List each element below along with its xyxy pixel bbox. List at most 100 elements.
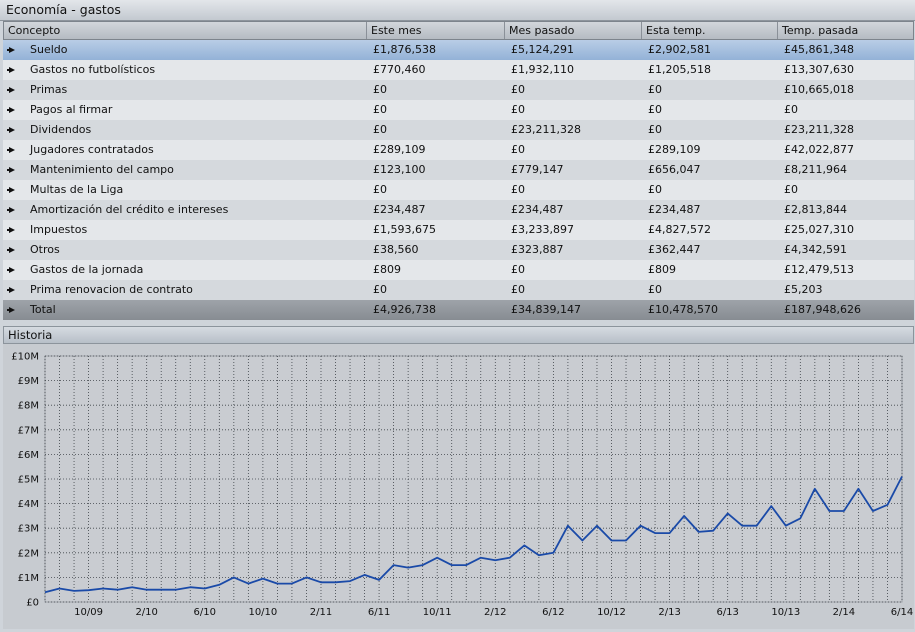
column-header-concepto[interactable]: Concepto (8, 24, 61, 37)
row-value: £12,479,513 (784, 263, 854, 276)
x-tick-label: 2/13 (658, 607, 680, 618)
row-value: £234,487 (648, 203, 701, 216)
row-value: £779,147 (511, 163, 564, 176)
row-value: £809 (373, 263, 401, 276)
x-tick-label: 2/11 (310, 607, 332, 618)
row-expand-icon[interactable] (7, 287, 15, 293)
series-line (44, 476, 903, 594)
window-title-bar: Economía - gastos (0, 0, 915, 21)
row-value: £1,205,518 (648, 63, 711, 76)
total-row[interactable]: Total £4,926,738 £34,839,147 £10,478,570 £18… (3, 300, 914, 320)
row-value: £1,876,538 (373, 43, 436, 56)
row-expand-icon[interactable] (7, 127, 15, 133)
table-row[interactable]: Primas £0 £0 £0 £10,665,018 (3, 80, 914, 100)
row-value: £10,665,018 (784, 83, 854, 96)
row-expand-icon[interactable] (7, 207, 15, 213)
row-expand-icon[interactable] (7, 167, 15, 173)
y-tick-label: £2M (18, 548, 39, 559)
row-concept: Gastos de la jornada (30, 263, 144, 276)
row-value: £0 (511, 263, 525, 276)
row-value: £289,109 (373, 143, 426, 156)
row-concept: Gastos no futbolísticos (30, 63, 156, 76)
table-row[interactable]: Mantenimiento del campo £123,100 £779,147 £… (3, 160, 914, 180)
table-row[interactable]: Impuestos £1,593,675 £3,233,897 £4,827,572 £… (3, 220, 914, 240)
y-tick-label: £6M (18, 450, 39, 461)
y-tick-label: £1M (18, 573, 39, 584)
row-expand-icon[interactable] (7, 187, 15, 193)
row-value: £323,887 (511, 243, 564, 256)
table-row[interactable]: Amortización del crédito e intereses £234… (3, 200, 914, 220)
row-expand-icon[interactable] (7, 267, 15, 273)
row-value: £362,447 (648, 243, 701, 256)
expenses-table: Concepto Este mes Mes pasado Esta temp. … (3, 21, 914, 320)
window-title: Economía - gastos (6, 2, 121, 17)
row-value: £0 (511, 283, 525, 296)
row-value: £0 (648, 283, 662, 296)
row-value: £1,932,110 (511, 63, 574, 76)
row-concept: Dividendos (30, 123, 92, 136)
history-title: Historia (8, 328, 53, 342)
plot-area (44, 355, 903, 603)
row-value: £45,861,348 (784, 43, 854, 56)
row-value: £23,211,328 (784, 123, 854, 136)
row-concept: Amortización del crédito e intereses (30, 203, 229, 216)
row-value: £0 (648, 183, 662, 196)
row-expand-icon[interactable] (7, 87, 15, 93)
row-value: £234,487 (511, 203, 564, 216)
row-value: £2,813,844 (784, 203, 847, 216)
row-expand-icon[interactable] (7, 107, 15, 113)
x-tick-label: 10/11 (423, 607, 452, 618)
row-expand-icon[interactable] (7, 247, 15, 253)
x-tick-label: 10/12 (597, 607, 626, 618)
row-concept: Primas (30, 83, 68, 96)
row-value: £0 (511, 103, 525, 116)
row-concept: Pagos al firmar (30, 103, 113, 116)
table-row[interactable]: Dividendos £0 £23,211,328 £0 £23,211,328 (3, 120, 914, 140)
x-tick-label: 10/13 (771, 607, 800, 618)
table-row[interactable]: Sueldo £1,876,538 £5,124,291 £2,902,581 £45,… (3, 40, 914, 60)
row-expand-icon[interactable] (7, 307, 15, 313)
y-tick-label: £8M (18, 401, 39, 412)
row-value: £0 (373, 123, 387, 136)
y-tick-label: £4M (18, 499, 39, 510)
column-header-este-mes[interactable]: Este mes (366, 22, 504, 39)
row-value: £234,487 (373, 203, 426, 216)
row-expand-icon[interactable] (7, 47, 15, 53)
y-tick-label: £7M (18, 425, 39, 436)
row-value: £0 (648, 123, 662, 136)
row-value: £0 (648, 103, 662, 116)
row-value: £5,124,291 (511, 43, 574, 56)
row-value: £0 (648, 83, 662, 96)
row-value: £23,211,328 (511, 123, 581, 136)
row-concept: Total (30, 303, 56, 316)
row-value: £5,203 (784, 283, 823, 296)
table-row[interactable]: Pagos al firmar £0 £0 £0 £0 (3, 100, 914, 120)
column-header-esta-temp[interactable]: Esta temp. (641, 22, 777, 39)
column-header-temp-pasada[interactable]: Temp. pasada (777, 22, 913, 39)
table-row[interactable]: Prima renovacion de contrato £0 £0 £0 £5,203 (3, 280, 914, 300)
row-value: £0 (373, 83, 387, 96)
row-expand-icon[interactable] (7, 147, 15, 153)
row-value: £10,478,570 (648, 303, 718, 316)
row-value: £8,211,964 (784, 163, 847, 176)
x-tick-label: 6/12 (542, 607, 564, 618)
row-concept: Impuestos (30, 223, 88, 236)
row-value: £770,460 (373, 63, 426, 76)
column-header-mes-pasado[interactable]: Mes pasado (504, 22, 641, 39)
x-tick-label: 6/14 (891, 607, 913, 618)
row-value: £289,109 (648, 143, 701, 156)
x-tick-label: 10/10 (248, 607, 277, 618)
table-row[interactable]: Gastos de la jornada £809 £0 £809 £12,479,51… (3, 260, 914, 280)
table-row[interactable]: Otros £38,560 £323,887 £362,447 £4,342,591 (3, 240, 914, 260)
row-value: £187,948,626 (784, 303, 861, 316)
row-expand-icon[interactable] (7, 67, 15, 73)
table-row[interactable]: Gastos no futbolísticos £770,460 £1,932,11… (3, 60, 914, 80)
row-expand-icon[interactable] (7, 227, 15, 233)
row-value: £38,560 (373, 243, 419, 256)
row-value: £34,839,147 (511, 303, 581, 316)
x-tick-label: 6/13 (716, 607, 738, 618)
table-row[interactable]: Multas de la Liga £0 £0 £0 £0 (3, 180, 914, 200)
table-row[interactable]: Jugadores contratados £289,109 £0 £289,109 £… (3, 140, 914, 160)
row-value: £13,307,630 (784, 63, 854, 76)
row-value: £4,827,572 (648, 223, 711, 236)
